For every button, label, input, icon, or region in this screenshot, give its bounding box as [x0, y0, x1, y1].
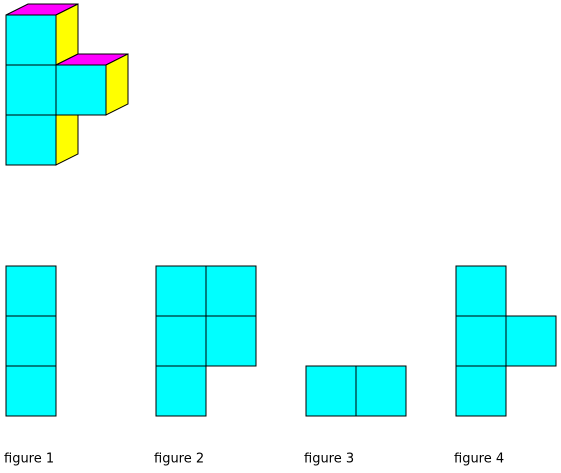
figure-3: figure 3: [304, 365, 407, 467]
figure-label: figure 3: [304, 452, 354, 467]
square: [205, 315, 257, 367]
square: [505, 315, 557, 367]
square: [155, 265, 207, 317]
figure-label: figure 2: [154, 452, 204, 467]
square: [455, 315, 507, 367]
square: [455, 365, 507, 417]
square: [355, 365, 407, 417]
cube-front: [5, 64, 57, 116]
cube-front: [5, 14, 57, 66]
square: [5, 265, 57, 317]
square: [5, 365, 57, 417]
cube-front: [5, 114, 57, 166]
square: [5, 315, 57, 367]
figure-1: figure 1: [4, 265, 57, 467]
square: [205, 265, 257, 317]
square: [455, 265, 507, 317]
cube-side: [105, 53, 129, 116]
cube-model: [5, 3, 129, 166]
cube-front: [55, 64, 107, 116]
square: [305, 365, 357, 417]
square: [155, 315, 207, 367]
figure-4: figure 4: [454, 265, 557, 467]
figure-label: figure 1: [4, 452, 54, 467]
figure-label: figure 4: [454, 452, 504, 467]
figure-2: figure 2: [154, 265, 257, 467]
square: [155, 365, 207, 417]
